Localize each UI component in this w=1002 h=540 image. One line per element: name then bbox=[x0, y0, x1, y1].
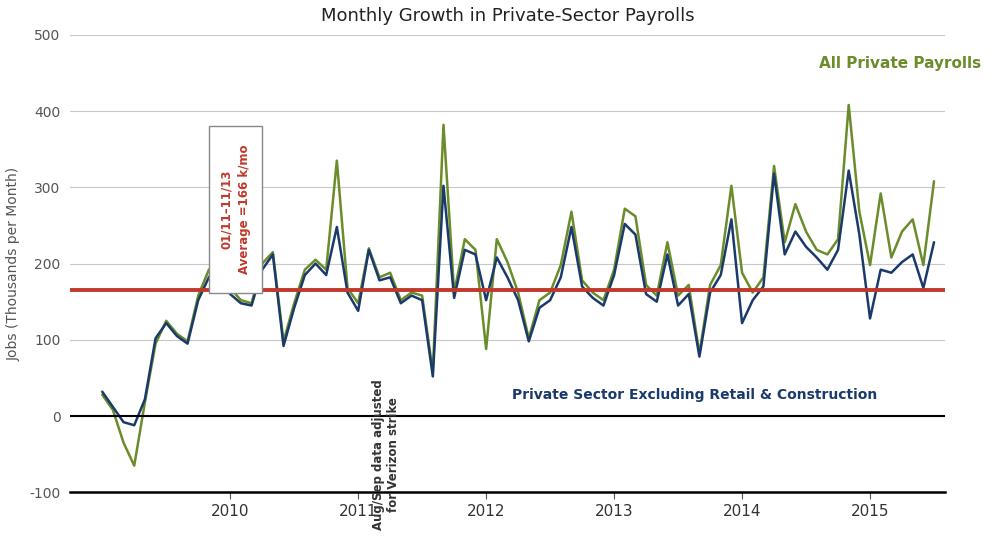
Text: 01/11–11/13: 01/11–11/13 bbox=[220, 170, 233, 249]
Text: Aug/Sep data adjusted
for Verizon strike: Aug/Sep data adjusted for Verizon strike bbox=[372, 379, 400, 530]
Text: Average =166 k/mo: Average =166 k/mo bbox=[238, 145, 250, 274]
Y-axis label: Jobs (Thousands per Month): Jobs (Thousands per Month) bbox=[7, 166, 21, 361]
Text: Private Sector Excluding Retail & Construction: Private Sector Excluding Retail & Constr… bbox=[512, 388, 877, 402]
Title: Monthly Growth in Private-Sector Payrolls: Monthly Growth in Private-Sector Payroll… bbox=[321, 7, 694, 25]
Bar bbox=[208, 126, 263, 293]
Text: All Private Payrolls: All Private Payrolls bbox=[819, 56, 981, 71]
